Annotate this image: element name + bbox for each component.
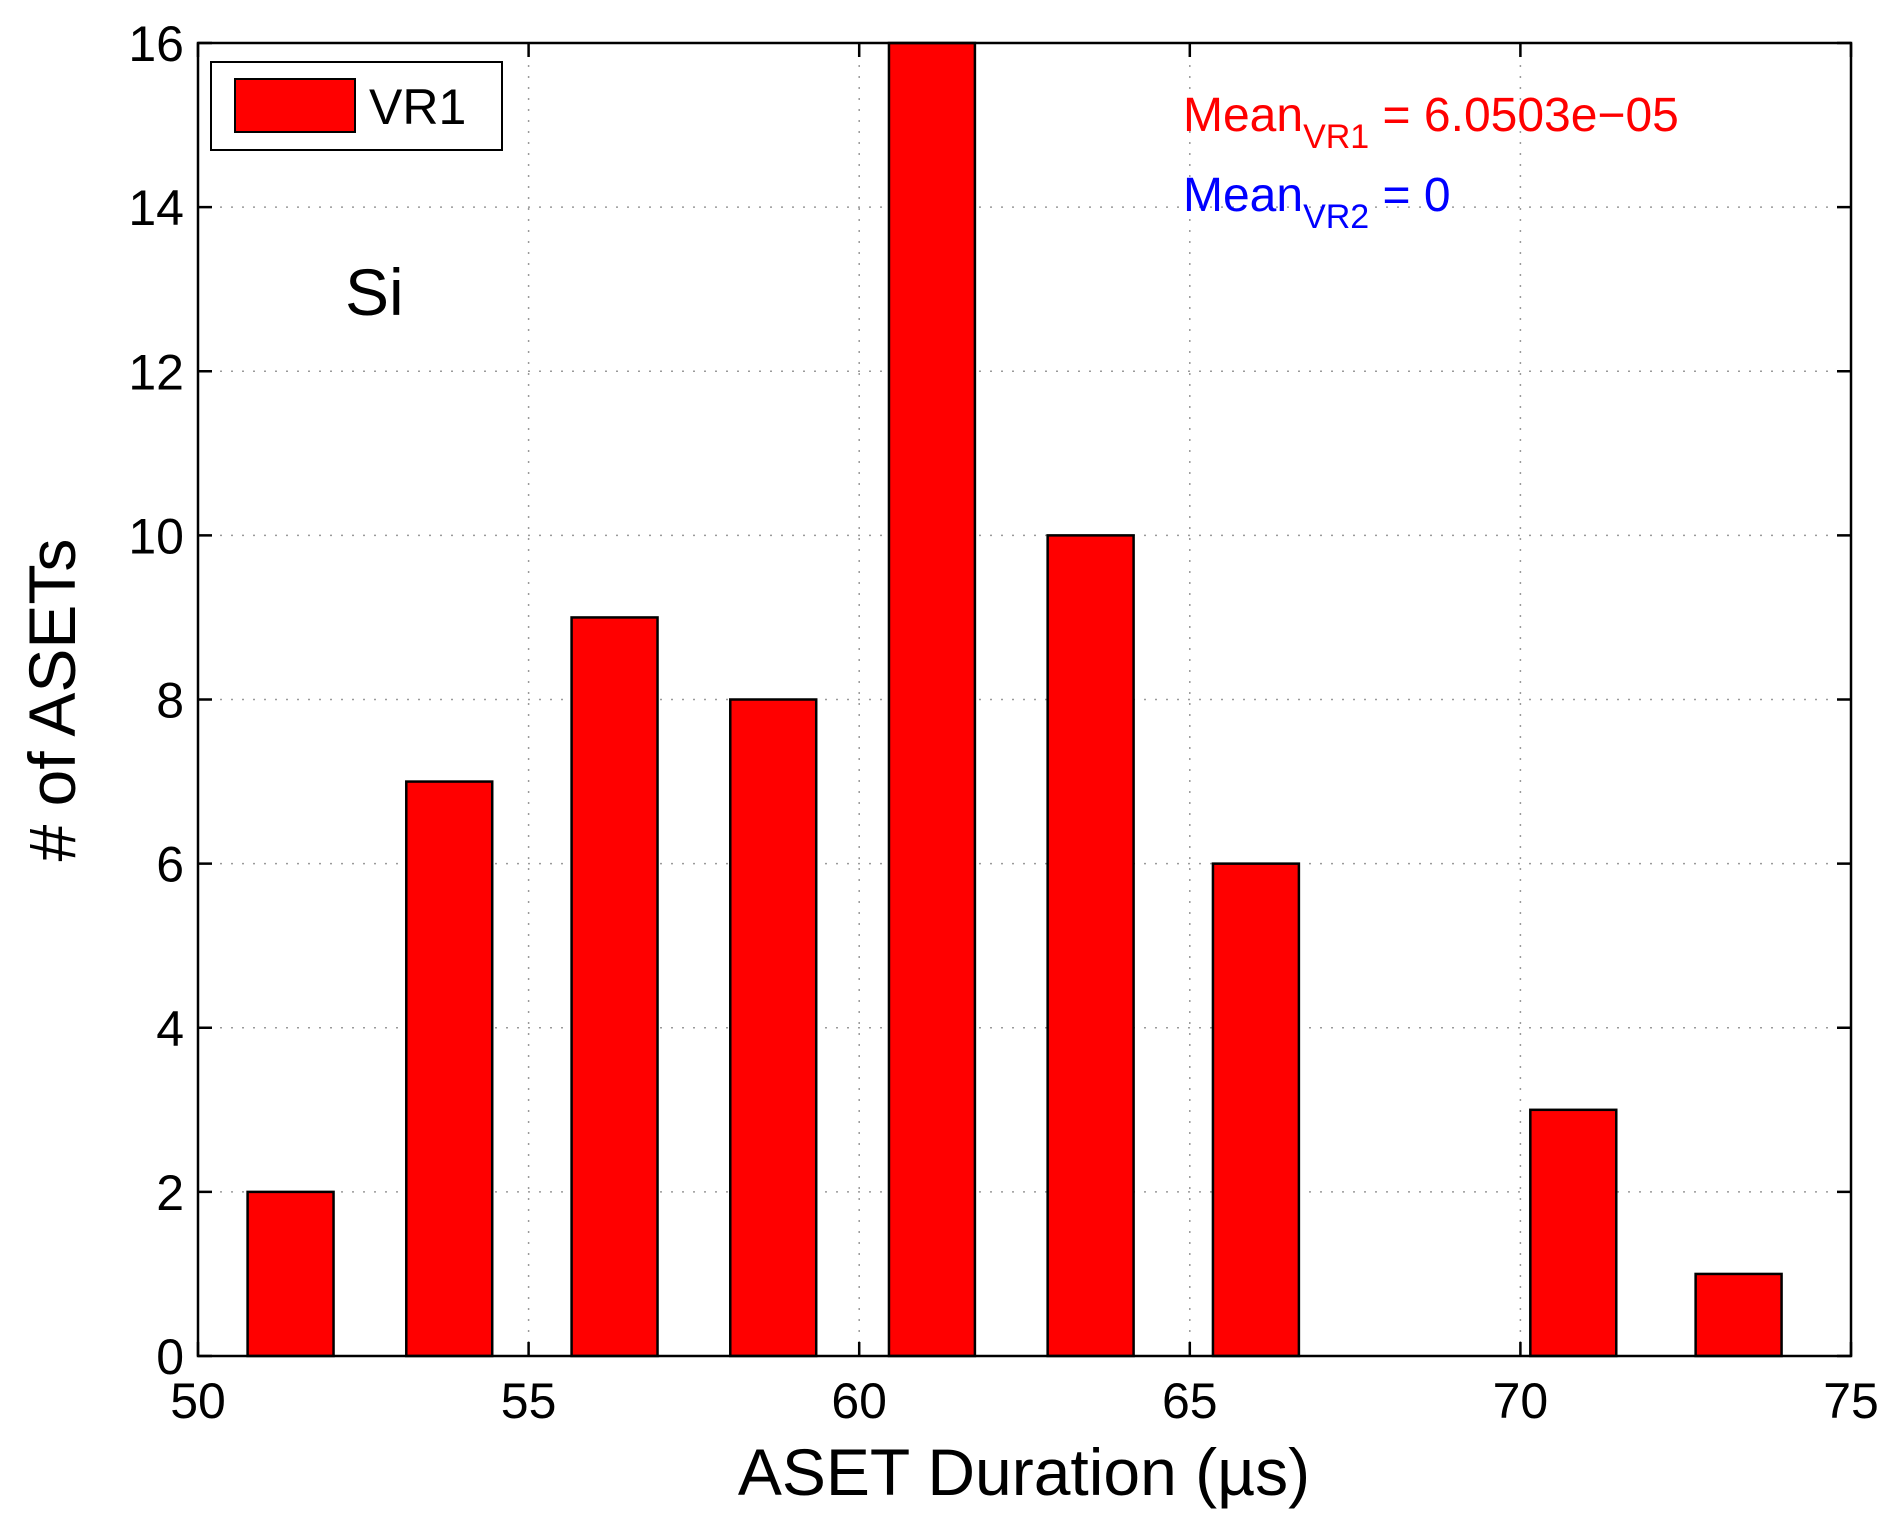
mean-vr1-subscript: VR1 bbox=[1303, 118, 1369, 156]
bar[interactable] bbox=[405, 780, 494, 1358]
x-tick-label: 55 bbox=[501, 1373, 557, 1429]
y-tick-label: 8 bbox=[156, 673, 184, 729]
x-tick-label: 75 bbox=[1823, 1373, 1879, 1429]
y-tick-label: 12 bbox=[128, 344, 184, 400]
bar[interactable] bbox=[246, 1190, 335, 1358]
mean-vr2-value: = 0 bbox=[1369, 169, 1450, 222]
bar[interactable] bbox=[1529, 1108, 1618, 1358]
bars bbox=[246, 41, 1783, 1358]
y-tick-label: 0 bbox=[156, 1329, 184, 1385]
x-tick-label: 60 bbox=[831, 1373, 887, 1429]
legend-label-vr1: VR1 bbox=[369, 79, 466, 135]
legend[interactable]: VR1 bbox=[210, 61, 503, 151]
bar[interactable] bbox=[1046, 534, 1135, 1358]
x-tick-label: 65 bbox=[1162, 1373, 1218, 1429]
y-tick-label: 10 bbox=[128, 508, 184, 564]
x-tick-label: 70 bbox=[1493, 1373, 1549, 1429]
y-tick-label: 6 bbox=[156, 837, 184, 893]
y-tick-label: 14 bbox=[128, 180, 184, 236]
y-tick-label: 16 bbox=[128, 16, 184, 72]
mean-vr1-annotation: MeanVR1 = 6.0503e−05 bbox=[1183, 89, 1679, 156]
bar[interactable] bbox=[570, 616, 659, 1358]
mean-vr1-value: = 6.0503e−05 bbox=[1369, 89, 1679, 142]
material-label: Si bbox=[345, 255, 404, 329]
x-tick-label: 50 bbox=[170, 1373, 226, 1429]
mean-vr2-main: Mean bbox=[1183, 169, 1303, 222]
legend-swatch-vr1 bbox=[234, 78, 356, 133]
y-tick-label: 2 bbox=[156, 1165, 184, 1221]
bar[interactable] bbox=[1211, 862, 1301, 1358]
axis-ticks: 50 55 60 65 70 75 0 2 4 6 8 10 12 14 16 bbox=[128, 16, 1878, 1429]
bar[interactable] bbox=[887, 41, 977, 1358]
bar[interactable] bbox=[1694, 1272, 1783, 1358]
mean-vr2-subscript: VR2 bbox=[1303, 198, 1369, 236]
bar[interactable] bbox=[729, 698, 818, 1358]
y-axis-title: # of ASETs bbox=[15, 539, 89, 862]
mean-vr2-annotation: MeanVR2 = 0 bbox=[1183, 169, 1451, 236]
mean-vr1-main: Mean bbox=[1183, 89, 1303, 142]
y-tick-label: 4 bbox=[156, 1001, 184, 1057]
x-axis-title: ASET Duration (µs) bbox=[738, 1435, 1310, 1509]
